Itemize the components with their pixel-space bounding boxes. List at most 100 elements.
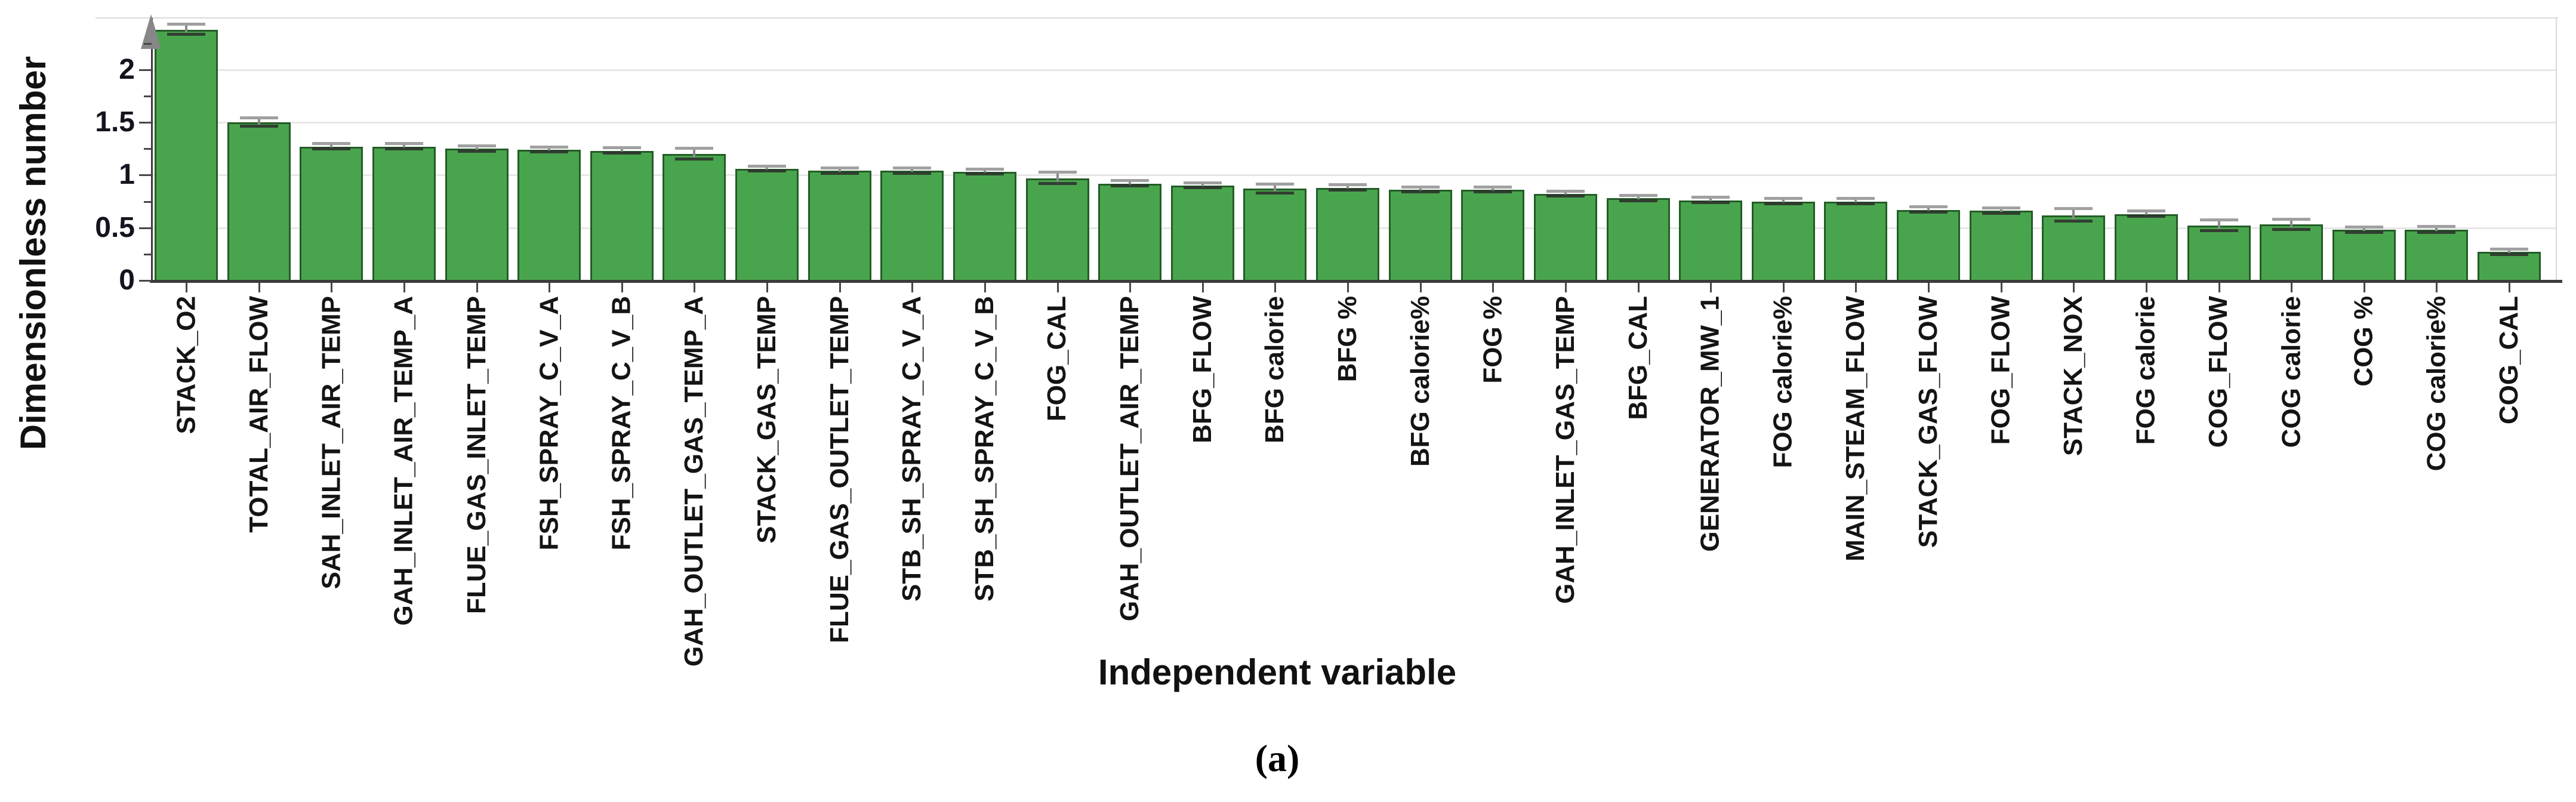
x-tick-label: BFG_CAL <box>1623 296 1653 420</box>
y-axis-title: Dimensionless number <box>13 56 53 451</box>
x-tick-label: COG_FLOW <box>2204 296 2233 448</box>
y-axis-tick <box>139 122 152 124</box>
error-bar-cap-lower <box>1691 201 1730 205</box>
error-bar-cap-upper <box>384 142 423 146</box>
x-tick-label: BFG % <box>1333 296 1362 383</box>
error-bar-cap-lower <box>748 169 786 173</box>
error-bar-cap-lower <box>2127 215 2165 218</box>
x-axis-tick <box>2291 282 2293 292</box>
error-bar-whisker <box>330 143 333 150</box>
x-axis-tick <box>2436 282 2438 292</box>
error-bar-cap-upper <box>2490 248 2528 251</box>
error-bar-whisker <box>2217 220 2220 232</box>
y-axis-minor-tick <box>144 200 152 203</box>
x-tick-label: FSH_SPRAY_C_V_B <box>606 296 636 551</box>
error-bar-cap-upper <box>1329 183 1367 187</box>
x-axis-tick <box>2145 282 2147 292</box>
bar <box>1025 178 1089 282</box>
x-tick-label: GAH_INLET_AIR_TEMP_A <box>389 296 418 626</box>
y-axis-minor-tick <box>144 42 152 45</box>
error-bar-whisker <box>1129 180 1132 187</box>
error-bar-whisker <box>1419 186 1422 193</box>
error-bar-whisker <box>257 118 260 128</box>
error-bar-cap-upper <box>1183 181 1222 184</box>
bar <box>1897 209 1960 282</box>
x-tick-label: BFG_FLOW <box>1187 296 1217 443</box>
error-bar-whisker <box>475 145 478 152</box>
error-bar-whisker <box>2362 226 2365 233</box>
y-tick-label: 2 <box>119 53 135 85</box>
error-bar-cap-lower <box>1982 211 2020 215</box>
bar <box>1461 190 1525 282</box>
x-tick-label: SAH_INLET_AIR_TEMP <box>316 296 346 590</box>
x-tick-label: FOG_CAL <box>1042 296 1072 422</box>
error-bar-whisker <box>402 143 405 150</box>
y-axis-minor-tick <box>144 148 152 150</box>
y-tick-label: 0.5 <box>95 211 135 243</box>
x-tick-label: FSH_SPRAY_C_V_A <box>534 296 564 551</box>
error-bar-cap-lower <box>602 152 641 155</box>
x-tick-label: FOG calorie% <box>1768 296 1798 468</box>
plot-frame-right <box>2556 17 2557 280</box>
bar <box>1679 200 1743 282</box>
bar <box>2114 214 2178 282</box>
bar <box>1969 211 2033 282</box>
bar <box>2405 230 2469 282</box>
x-axis-tick <box>766 282 768 292</box>
subfigure-caption: (a) <box>1255 737 1300 779</box>
x-axis-line <box>150 280 2562 283</box>
error-bar-whisker <box>1709 197 1712 204</box>
error-bar-cap-upper <box>239 116 278 120</box>
bar <box>590 150 654 282</box>
x-axis-tick <box>549 282 551 292</box>
error-bar-cap-upper <box>820 166 859 170</box>
x-axis-tick <box>1201 282 1204 292</box>
error-bar-cap-upper <box>530 145 569 149</box>
error-bar-whisker <box>1201 182 1204 189</box>
x-axis-tick <box>1419 282 1422 292</box>
bar <box>1533 194 1597 282</box>
error-bar-cap-lower <box>312 147 351 151</box>
error-bar-cap-upper <box>602 146 641 150</box>
error-bar-whisker <box>911 168 914 174</box>
y-axis-tick <box>139 174 152 177</box>
error-bar-cap-upper <box>2127 209 2165 213</box>
bar <box>1098 183 1162 282</box>
error-bar-cap-lower <box>1909 210 1948 214</box>
bar <box>1388 190 1452 282</box>
x-axis-tick <box>1928 282 1930 292</box>
error-bar-whisker <box>620 147 623 155</box>
x-axis-tick <box>2363 282 2365 292</box>
x-tick-label: STACK_NOX <box>2059 296 2088 456</box>
x-axis-tick <box>1564 282 1567 292</box>
error-bar-whisker <box>1637 195 1640 202</box>
error-bar-whisker <box>1782 198 1785 205</box>
error-bar-cap-upper <box>1256 182 1295 186</box>
y-tick-label: 0 <box>119 264 135 296</box>
bar <box>735 168 799 282</box>
y-axis-minor-tick <box>144 95 152 97</box>
x-axis-tick <box>1855 282 1857 292</box>
bar <box>2260 224 2324 282</box>
error-bar-cap-lower <box>2054 219 2093 223</box>
error-bar-cap-lower <box>965 172 1004 176</box>
x-axis-tick <box>1637 282 1640 292</box>
bar <box>1751 201 1815 282</box>
x-axis-tick <box>911 282 914 292</box>
plot-frame-top <box>95 17 2558 18</box>
x-tick-label: COG_CAL <box>2494 296 2523 425</box>
bar <box>953 172 1016 282</box>
error-bar-whisker <box>1854 198 1857 205</box>
x-axis-title: Independent variable <box>1098 652 1457 692</box>
x-tick-label: BFG calorie <box>1260 296 1290 443</box>
error-bar-cap-lower <box>167 33 205 36</box>
x-tick-label: STB_SH_SPRAY_C_V_B <box>969 296 999 602</box>
error-bar-cap-lower <box>1111 184 1150 187</box>
gridline <box>152 174 2556 177</box>
error-bar-cap-lower <box>530 150 569 154</box>
error-bar-cap-lower <box>1764 202 1802 205</box>
error-bar-cap-lower <box>1329 188 1367 192</box>
error-bar-whisker <box>1564 190 1567 198</box>
error-bar-cap-lower <box>1401 190 1440 194</box>
error-bar-cap-lower <box>384 147 423 151</box>
